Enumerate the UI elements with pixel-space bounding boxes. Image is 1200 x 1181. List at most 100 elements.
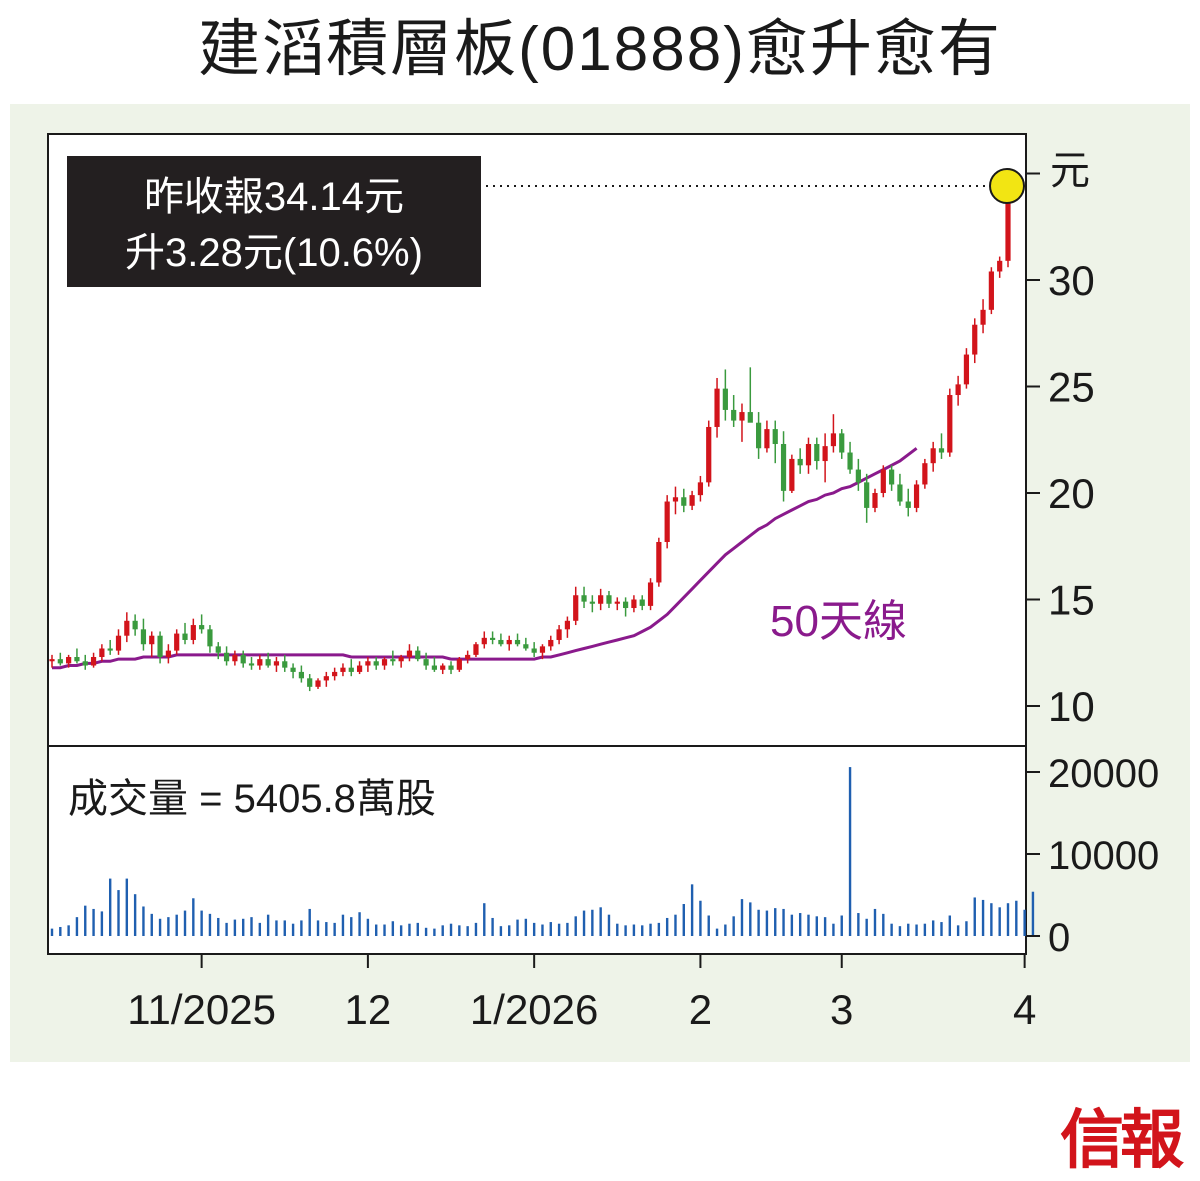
candle: [99, 644, 105, 662]
candle: [115, 629, 122, 655]
candle-body: [656, 541, 662, 583]
volume-bar: [59, 926, 62, 936]
candle-body: [182, 633, 188, 640]
candle: [90, 652, 97, 668]
candle: [282, 654, 288, 672]
candle-body: [789, 458, 795, 491]
candle-body: [149, 635, 155, 645]
volume-bar: [150, 913, 153, 936]
candle-body: [731, 409, 737, 421]
candle: [373, 657, 379, 670]
candle: [448, 661, 454, 675]
volume-bar: [682, 904, 685, 936]
candle: [307, 674, 313, 692]
candle: [980, 299, 986, 334]
candle-body: [714, 388, 720, 427]
volume-bar: [316, 920, 320, 936]
candle: [664, 495, 670, 549]
candle: [182, 622, 188, 645]
candle: [689, 490, 695, 511]
publisher-logo: 信報: [1060, 1103, 1184, 1178]
candle-body: [174, 633, 180, 651]
volume-bar: [815, 916, 818, 936]
candle: [489, 631, 496, 645]
candle: [805, 437, 812, 474]
candle-body: [531, 648, 537, 653]
candle-body: [706, 426, 712, 483]
candle: [972, 318, 978, 364]
candle: [706, 420, 712, 487]
candle: [830, 414, 837, 453]
candle: [963, 348, 970, 389]
volume-bar: [823, 917, 827, 936]
candle-body: [955, 384, 961, 396]
volume-bar: [366, 918, 370, 936]
candle: [107, 639, 113, 655]
volume-bar: [416, 922, 419, 936]
volume-bar: [524, 918, 528, 936]
candle-body: [606, 595, 612, 604]
candle-body: [938, 448, 945, 453]
candle-body: [1005, 192, 1011, 261]
candle: [381, 657, 388, 670]
volume-bar: [217, 917, 220, 936]
volume-bar: [233, 919, 237, 936]
candle-body: [223, 652, 230, 662]
volume-bar: [117, 890, 120, 936]
candle: [390, 650, 396, 666]
volume-bar: [882, 913, 885, 936]
candle-body: [913, 484, 920, 508]
candle: [772, 420, 778, 464]
volume-bar: [491, 917, 494, 936]
candle: [365, 657, 371, 672]
candle: [922, 458, 928, 489]
candle: [997, 256, 1003, 278]
candle: [598, 588, 604, 611]
date-axis-tick-label: 12: [345, 986, 392, 1033]
candle: [756, 412, 762, 459]
volume-axis-tick-label: 0: [1048, 916, 1070, 960]
candle-body: [772, 429, 778, 445]
candle: [839, 429, 845, 459]
candle: [872, 488, 878, 513]
candle-body: [248, 663, 255, 666]
candle-body: [647, 582, 654, 606]
volume-bar: [142, 906, 145, 936]
candle: [398, 654, 404, 668]
candle: [356, 661, 363, 675]
date-axis: 11/2025 12 1/2026 2 3 4: [127, 954, 1036, 1033]
candle: [82, 654, 88, 670]
candle-body: [199, 625, 205, 630]
volume-bar: [283, 920, 286, 936]
candle-body: [165, 650, 171, 658]
candle: [498, 633, 504, 647]
volume-bar: [599, 907, 602, 936]
candle-body: [323, 676, 329, 681]
candle-body: [780, 444, 787, 491]
candle: [747, 367, 753, 423]
volume-bar: [774, 908, 777, 936]
candle-body: [365, 661, 371, 666]
candle-body: [215, 646, 221, 653]
candle: [174, 629, 180, 655]
candle-body: [864, 482, 870, 508]
candle-body: [988, 271, 994, 310]
volume-bar: [890, 923, 893, 936]
candle: [132, 614, 138, 636]
candle: [938, 433, 945, 459]
candle-body: [747, 412, 753, 423]
candle: [323, 671, 329, 687]
candle: [340, 663, 346, 677]
volume-bar: [582, 910, 586, 936]
candle-body: [722, 388, 728, 410]
candle-body: [905, 501, 911, 508]
volume-bar: [350, 917, 353, 936]
volume-bar: [108, 878, 112, 936]
candle-body: [614, 601, 620, 604]
volume-bar: [399, 925, 403, 936]
candle-body: [190, 625, 196, 640]
volume-bar: [466, 926, 469, 936]
volume-bar: [92, 908, 95, 936]
candle: [140, 618, 147, 651]
volume-bar: [158, 918, 162, 936]
